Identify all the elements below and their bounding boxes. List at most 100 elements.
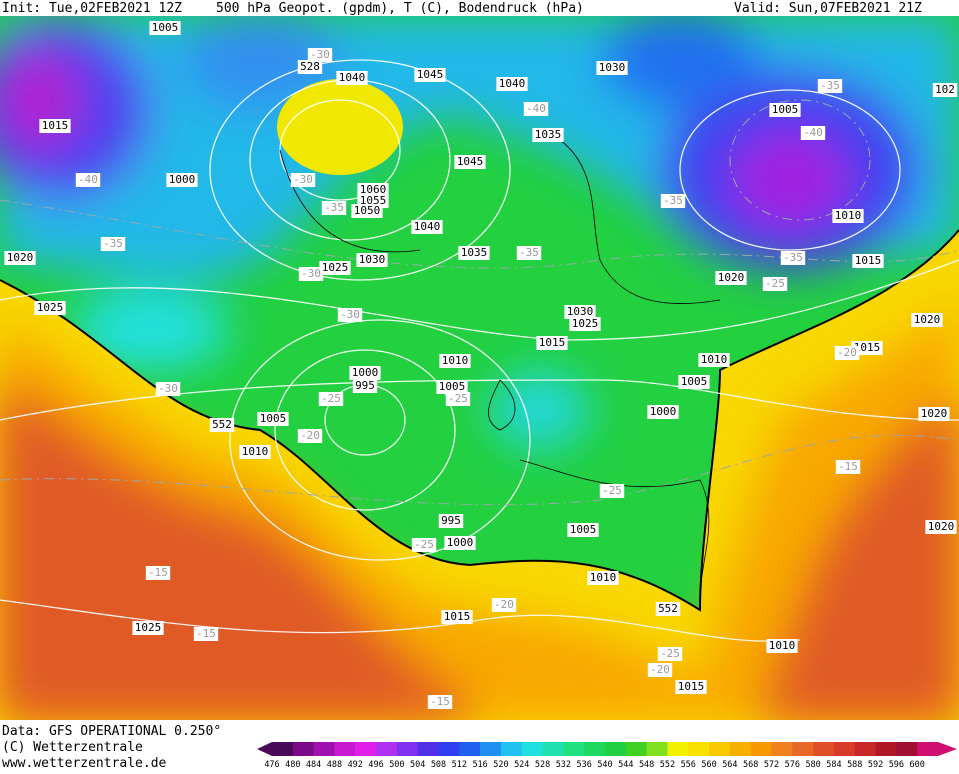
colorbar-swatch <box>376 742 398 756</box>
temperature-label-group: -30 <box>290 173 316 187</box>
temperature-label: -25 <box>602 484 622 497</box>
isobar-label-group: 1030 <box>596 61 628 75</box>
isobar-label: 1000 <box>169 173 196 186</box>
isobar-label-group: 1050 <box>351 204 383 218</box>
isobar-label-group: 1030 <box>564 305 596 319</box>
isobar-label-box <box>132 621 164 635</box>
isobar-label-box <box>698 353 730 367</box>
isobar-label-box <box>932 83 958 97</box>
colorbar-arrow-left <box>257 742 272 756</box>
isobar-label-box <box>769 103 801 117</box>
isobar-label: 1030 <box>599 61 626 74</box>
isobar-label: 995 <box>441 514 461 527</box>
isobar-label: 1015 <box>678 680 705 693</box>
colorbar-label: 528 <box>535 760 550 770</box>
isobar-label-box <box>357 183 389 197</box>
init-time: Init: Tue,02FEB2021 12Z <box>2 1 182 16</box>
colorbar-label: 592 <box>868 760 883 770</box>
temperature-label-group: -20 <box>297 429 323 443</box>
isobar-label-group: 1010 <box>239 445 271 459</box>
isobar-label: 1010 <box>769 639 796 652</box>
isobar-label-box <box>351 204 383 218</box>
temperature-label-group: -30 <box>155 382 181 396</box>
colorbar-label: 524 <box>514 760 529 770</box>
isobar-label-group: 1040 <box>336 71 368 85</box>
temperature-label: -20 <box>650 663 670 676</box>
isobar-label: 1000 <box>447 536 474 549</box>
isobar-label: 1010 <box>701 353 728 366</box>
isobar-label: 1010 <box>442 354 469 367</box>
colorbar-label: 596 <box>889 760 904 770</box>
colorbar-swatch <box>750 742 772 756</box>
temperature-label-box <box>427 695 453 709</box>
temperature-label: -15 <box>196 627 216 640</box>
isobar-label: 102 <box>935 83 955 96</box>
temperature-label-box <box>193 627 219 641</box>
colorbar: 476 480 484 488 492 496 500 504 508 512 516 520 524 5… <box>257 742 957 770</box>
isobar-label-group: 1020 <box>715 271 747 285</box>
temperature-label: -40 <box>803 126 823 139</box>
isobar-label-box <box>352 379 378 393</box>
isobar-label: 1025 <box>572 317 599 330</box>
temperature-label-group: -30 <box>307 48 333 62</box>
isobar-label: 1020 <box>718 271 745 284</box>
isobar-label-box <box>411 220 443 234</box>
geopotential-label-group: 552 <box>655 602 681 616</box>
colorbar-label: 540 <box>597 760 612 770</box>
isobar-label-box <box>441 610 473 624</box>
colorbar-swatch <box>813 742 835 756</box>
isobar-label-group: 1015 <box>39 119 71 133</box>
temperature-label-box <box>445 392 471 406</box>
colorbar-label: 584 <box>826 760 841 770</box>
temperature-label-group: -25 <box>599 484 625 498</box>
isobar-label: 1020 <box>7 251 34 264</box>
isobar-label: 1045 <box>417 68 444 81</box>
temperature-label-group: -35 <box>660 194 686 208</box>
isobar-label-box <box>564 305 596 319</box>
temperature-label: -25 <box>448 392 468 405</box>
isobar-label-group: 1025 <box>34 301 66 315</box>
temperature-label-box <box>318 392 344 406</box>
isobar-label-group: 995 <box>438 514 464 528</box>
colorbar-swatch <box>292 742 315 756</box>
colorbar-label: 564 <box>722 760 737 770</box>
url: www.wetterzentrale.de <box>2 756 167 770</box>
geopotential-label: 528 <box>300 60 320 73</box>
colorbar-swatch <box>521 742 544 756</box>
colorbar-swatch <box>313 742 335 756</box>
isobar-label-group: 1045 <box>454 155 486 169</box>
isobar-label-box <box>444 536 476 550</box>
isobar-label-group: 1005 <box>769 103 801 117</box>
colorbar-label: 560 <box>701 760 716 770</box>
isobar-label-group: 1020 <box>918 407 950 421</box>
isobar-label-box <box>356 253 388 267</box>
colorbar-swatch <box>729 742 752 756</box>
isobar-label-box <box>349 366 381 380</box>
data-source: Data: GFS OPERATIONAL 0.250° <box>2 724 221 739</box>
isobar-label-group: 1010 <box>766 639 798 653</box>
geopotential-label: 552 <box>658 602 678 615</box>
isobar-label-group: 1045 <box>414 68 446 82</box>
isobar-label: 1015 <box>854 341 881 354</box>
temperature-label-box <box>145 566 171 580</box>
isobar-label: 1005 <box>570 523 597 536</box>
isobar-label: 1020 <box>928 520 955 533</box>
isobar-label-group: 1005 <box>257 412 289 426</box>
isobar-label-box <box>911 313 943 327</box>
temperature-label-box <box>835 460 861 474</box>
isobar-label: 1015 <box>855 254 882 267</box>
isobar-label-group: 1005 <box>436 380 468 394</box>
colorbar-label: 576 <box>785 760 800 770</box>
colorbar-label: 536 <box>577 760 592 770</box>
isobar-label-group: 1010 <box>698 353 730 367</box>
temperature-label: -40 <box>526 102 546 115</box>
colorbar-label: 476 <box>264 760 279 770</box>
isobar-label: 1005 <box>152 21 179 34</box>
map-title: 500 hPa Geopot. (gpdm), T (C), Bodendruc… <box>216 1 584 16</box>
temperature-label-group: -25 <box>445 392 471 406</box>
isobar-label-box <box>39 119 71 133</box>
isobar-label: 1035 <box>535 128 562 141</box>
isobar-label-group: 1060 <box>357 183 389 197</box>
temperature-label: -35 <box>663 194 683 207</box>
isobar-label: 1005 <box>772 103 799 116</box>
